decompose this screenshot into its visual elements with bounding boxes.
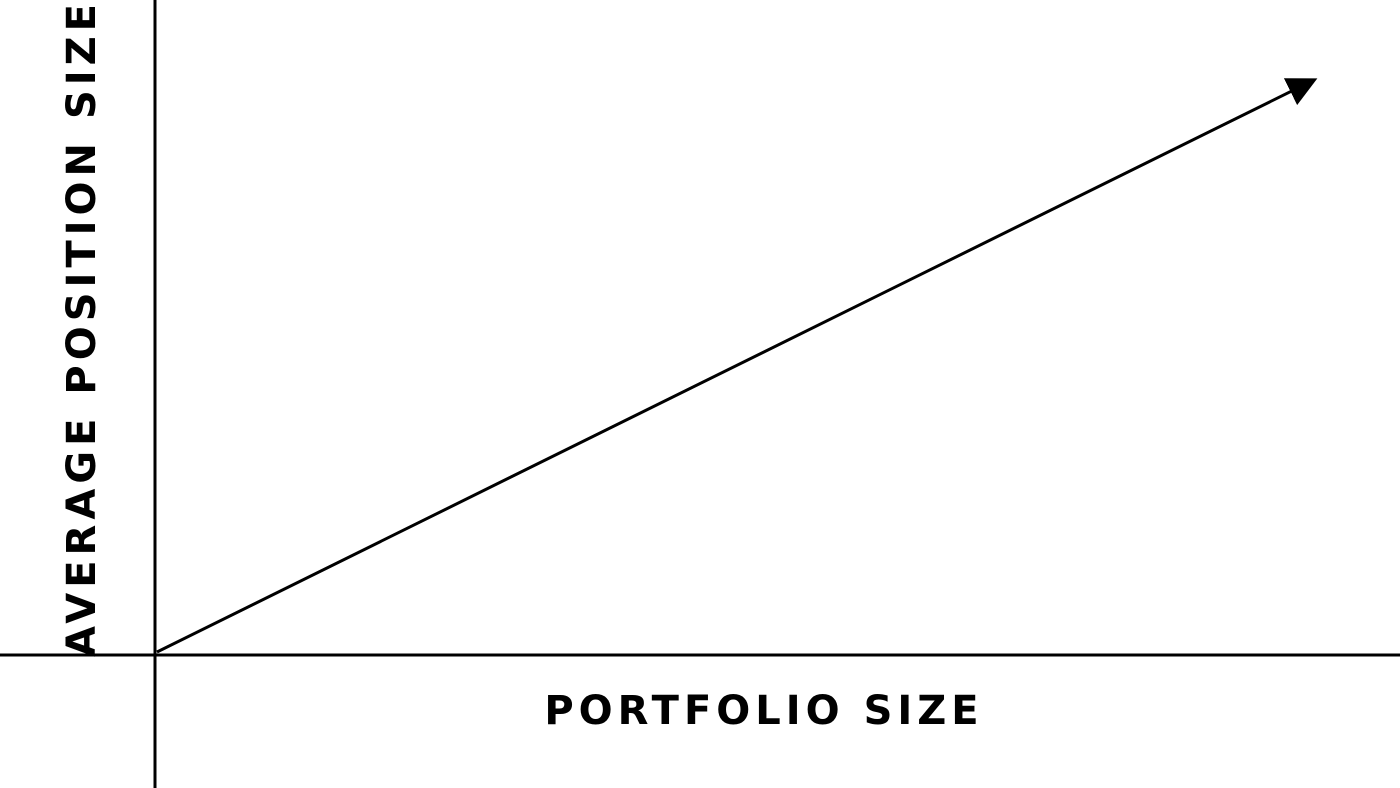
y-axis-label: AVERAGE POSITION SIZE: [59, 0, 105, 657]
x-axis-label: PORTFOLIO SIZE: [544, 688, 983, 734]
trend-arrow: [156, 78, 1318, 654]
